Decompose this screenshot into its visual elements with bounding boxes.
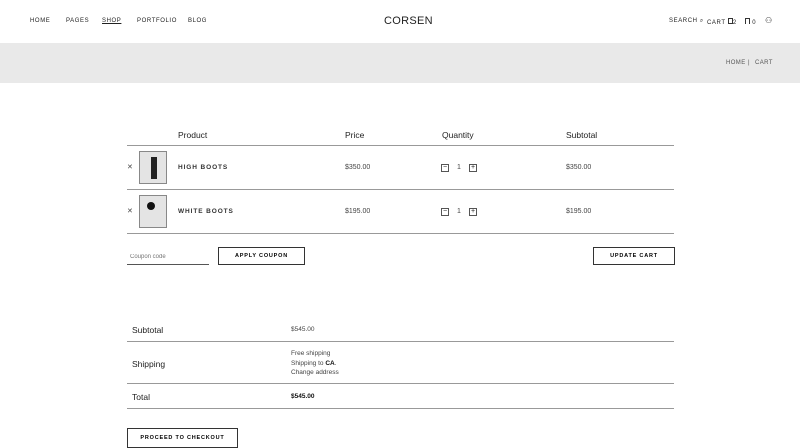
divider	[127, 233, 674, 234]
shipping-method: Free shipping	[291, 350, 331, 357]
col-product: Product	[178, 130, 208, 140]
plus-icon[interactable]: +	[469, 164, 477, 172]
cart-count: 2	[732, 20, 737, 26]
product-name[interactable]: WHITE BOOTS	[178, 208, 234, 215]
search-label: SEARCH	[669, 18, 698, 24]
quantity-value[interactable]: 1	[457, 164, 461, 171]
plus-icon[interactable]: +	[469, 208, 477, 216]
page-title-band	[0, 43, 800, 83]
product-price: $350.00	[345, 164, 371, 171]
proceed-to-checkout-button[interactable]: PROCEED TO CHECKOUT	[127, 428, 238, 448]
minus-icon[interactable]: −	[441, 164, 449, 172]
update-cart-button[interactable]: UPDATE CART	[593, 247, 675, 265]
search-icon: ⌕	[699, 18, 704, 24]
shipping-to: Shipping to	[291, 359, 326, 367]
product-thumbnail[interactable]	[139, 195, 167, 228]
row-subtotal: $350.00	[566, 164, 592, 171]
wishlist-button[interactable]: 0	[745, 18, 756, 26]
cart-button[interactable]: CART 2	[707, 18, 737, 26]
shipping-details: Free shipping Shipping to CA. Change add…	[291, 349, 339, 378]
remove-icon[interactable]: ✕	[127, 208, 133, 215]
total-label: Total	[132, 392, 150, 402]
shipping-destination: Shipping to CA.	[291, 359, 339, 369]
nav-pages[interactable]: PAGES	[66, 18, 90, 24]
nav-portfolio[interactable]: PORTFOLIO	[137, 18, 177, 24]
product-price: $195.00	[345, 208, 371, 215]
col-price: Price	[345, 130, 365, 140]
remove-icon[interactable]: ✕	[127, 164, 133, 171]
divider	[127, 408, 674, 409]
breadcrumb-current: CART	[755, 60, 773, 66]
subtotal-label: Subtotal	[132, 325, 164, 335]
divider	[127, 383, 674, 384]
subtotal-value: $545.00	[291, 326, 315, 333]
cart-label: CART	[707, 20, 726, 26]
nav-shop[interactable]: SHOP	[102, 18, 122, 24]
breadcrumb-home[interactable]: HOME	[726, 60, 746, 66]
product-thumbnail[interactable]	[139, 151, 167, 184]
nav-blog[interactable]: BLOG	[188, 18, 208, 24]
col-subtotal: Subtotal	[566, 130, 598, 140]
logo[interactable]: CORSEN	[384, 15, 433, 27]
user-icon[interactable]: ⚇	[765, 16, 773, 25]
nav-home[interactable]: HOME	[30, 18, 51, 24]
total-value: $545.00	[291, 393, 315, 400]
row-subtotal: $195.00	[566, 208, 592, 215]
apply-coupon-button[interactable]: APPLY COUPON	[218, 247, 305, 265]
change-address-link[interactable]: Change address	[291, 369, 339, 376]
search-button[interactable]: SEARCH ⌕	[669, 18, 704, 25]
shipping-region: CA	[325, 359, 335, 367]
bookmark-icon	[745, 18, 750, 24]
divider	[127, 341, 674, 342]
bag-icon	[727, 18, 733, 24]
quantity-value[interactable]: 1	[457, 208, 461, 215]
breadcrumb-separator: |	[748, 60, 750, 66]
wishlist-count: 0	[752, 20, 757, 26]
product-name[interactable]: HIGH BOOTS	[178, 164, 229, 171]
divider	[127, 189, 674, 190]
minus-icon[interactable]: −	[441, 208, 449, 216]
divider	[127, 145, 674, 146]
coupon-input[interactable]	[127, 249, 209, 265]
shipping-period: .	[334, 359, 337, 367]
col-quantity: Quantity	[442, 130, 474, 140]
shipping-label: Shipping	[132, 359, 166, 369]
